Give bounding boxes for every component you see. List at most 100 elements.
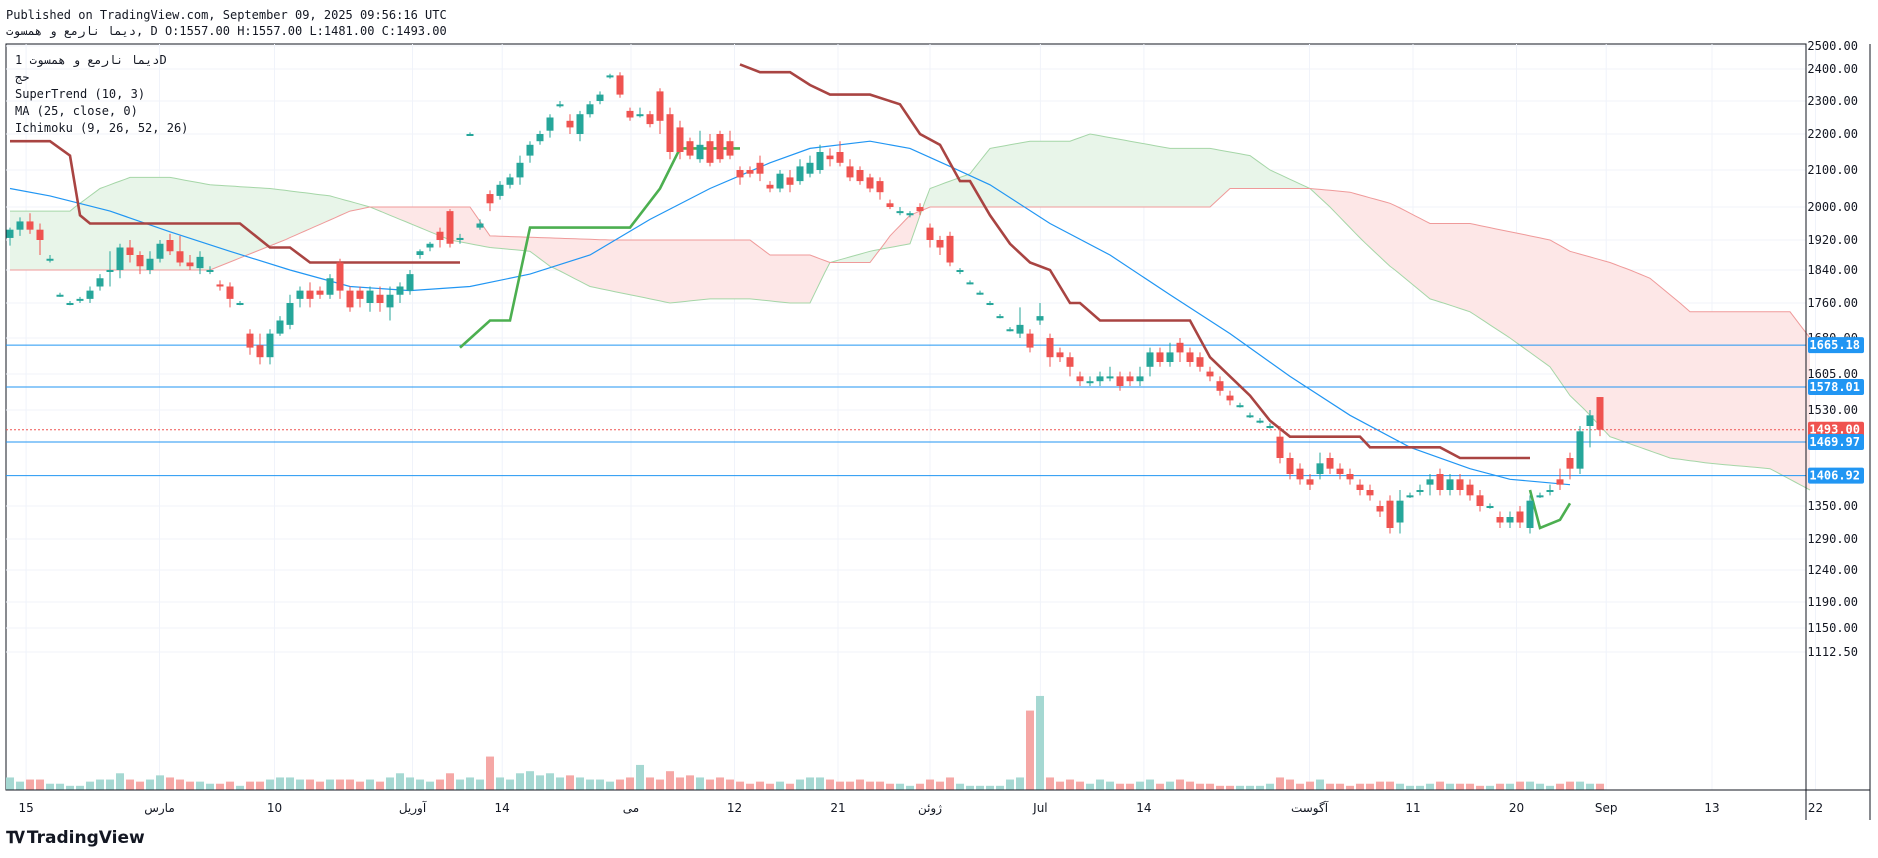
time-tick: ژوئن — [918, 801, 942, 816]
volume-bar — [556, 777, 564, 790]
cloud-segment — [830, 242, 885, 263]
volume-bar — [806, 777, 814, 790]
volume-bar — [1486, 785, 1494, 790]
volume-bar — [516, 773, 524, 790]
candle-body — [906, 213, 914, 216]
candle-body — [1256, 420, 1264, 423]
volume-bar — [136, 781, 144, 790]
candle-body — [676, 127, 684, 152]
volume-bar — [246, 781, 254, 790]
candle-body — [1086, 381, 1094, 384]
time-tick: 11 — [1405, 801, 1420, 815]
candle-body — [1526, 500, 1534, 528]
candle-body — [1266, 426, 1274, 428]
volume-bar — [1116, 783, 1124, 790]
volume-bar — [1216, 785, 1224, 790]
candle-body — [556, 104, 564, 107]
volume-bar — [456, 779, 464, 790]
volume-bar — [1406, 785, 1414, 790]
candle-body — [226, 286, 234, 299]
volume-bar — [1076, 781, 1084, 790]
legend-ichimoku[interactable]: Ichimoku (9, 26, 52, 26) — [15, 121, 189, 135]
legend-supertrend[interactable]: SuperTrend (10, 3) — [15, 87, 146, 101]
time-axis[interactable]: 15 مارس 10 آوریل 14 می 12 21 ژوئن Jul 14 آگوست 11 20 S… — [18, 800, 1878, 816]
candle-body — [246, 333, 254, 348]
candle-body — [916, 207, 924, 212]
candle-body — [1036, 316, 1044, 321]
tradingview-brand[interactable]: 𝐓𝐕 TradingView — [6, 828, 145, 848]
price-label-bg — [1808, 467, 1864, 484]
candle-body — [1336, 468, 1344, 474]
volume-bar — [1036, 695, 1044, 790]
candle-body — [6, 229, 14, 238]
volume-bar — [1176, 779, 1184, 790]
time-tick: 15 — [18, 801, 33, 815]
volume-bar — [1306, 781, 1314, 790]
volume-bar — [1376, 781, 1384, 790]
price-tick: 2500.00 — [1807, 39, 1858, 53]
candle-body — [56, 294, 64, 297]
volume-bar — [1146, 779, 1154, 790]
volume-bar — [1106, 781, 1114, 790]
candle-body — [656, 91, 664, 121]
candle-body — [196, 256, 204, 269]
volume-bar — [96, 779, 104, 790]
volume-bar — [206, 783, 214, 790]
candle-body — [1276, 436, 1284, 458]
price-label-text: 1493.00 — [1809, 423, 1860, 437]
volume-bar — [416, 779, 424, 790]
candle-body — [926, 227, 934, 240]
candle-body — [366, 290, 374, 303]
time-tick: می — [623, 801, 639, 815]
candle-body — [1386, 500, 1394, 528]
volume-bar — [1476, 785, 1484, 790]
candle-body — [596, 94, 604, 101]
volume-bar — [126, 779, 134, 790]
volume-bar — [596, 779, 604, 790]
candle-body — [436, 231, 444, 240]
volume-bar — [666, 771, 674, 790]
supertrend-segment — [1528, 489, 1572, 530]
price-tick: 2300.00 — [1807, 94, 1858, 108]
candle-body — [306, 290, 314, 299]
supertrend-segment — [459, 147, 740, 349]
volume-bar — [896, 783, 904, 790]
candle-body — [116, 247, 124, 270]
candle-body — [276, 320, 284, 334]
volume-bar — [296, 779, 304, 790]
candle-body — [836, 152, 844, 163]
price-tick: 2100.00 — [1807, 163, 1858, 177]
candles — [6, 72, 1604, 534]
legend-ma[interactable]: MA (25, close, 0) — [15, 104, 138, 118]
volume-bar — [676, 777, 684, 790]
volume-bar — [256, 781, 264, 790]
volume-bar — [686, 775, 694, 790]
ma-path — [9, 140, 1571, 486]
volume-bar — [466, 777, 474, 790]
volume-bar — [426, 781, 434, 790]
volume-bar — [966, 785, 974, 790]
volume-bar — [846, 781, 854, 790]
price-label-text: 1665.18 — [1809, 338, 1860, 352]
price-tick: 1920.00 — [1807, 233, 1858, 247]
cloud-span-a — [10, 133, 1811, 491]
volume-bar — [1356, 783, 1364, 790]
candle-body — [1566, 458, 1574, 469]
volume-bar — [1296, 783, 1304, 790]
supertrend-line — [10, 63, 1572, 530]
candle-body — [1286, 458, 1294, 474]
candle-body — [106, 270, 114, 272]
candle-body — [696, 144, 704, 160]
volume-bar — [816, 777, 824, 790]
candle-body — [96, 278, 104, 287]
candle-body — [286, 303, 294, 325]
candle-body — [1076, 376, 1084, 382]
candle-body — [1016, 324, 1024, 334]
price-axis[interactable]: 2500.00 2400.00 2300.00 2200.00 2100.00 2000.… — [1807, 39, 1858, 659]
volume-bar — [726, 779, 734, 790]
volume-bar — [106, 779, 114, 790]
candle-body — [936, 240, 944, 248]
volume-bar — [776, 781, 784, 790]
time-tick: Sep — [1595, 801, 1618, 815]
